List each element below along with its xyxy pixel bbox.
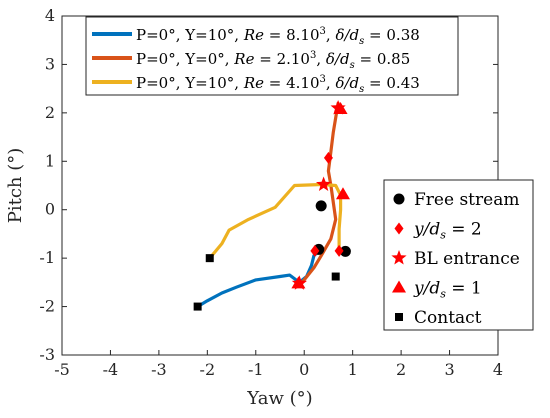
- legend-label-2: P=0°, Y=0°, Re = 2.103, δ/ds = 0.85: [136, 50, 410, 71]
- legend-marker-5: [395, 313, 403, 321]
- legend-label-3: P=0°, Y=10°, Re = 4.103, δ/ds = 0.43: [136, 74, 420, 95]
- legend-marker-label-1: Free stream: [414, 190, 519, 210]
- legend-label-1: P=0°, Y=10°, Re = 8.103, δ/ds = 0.38: [136, 26, 420, 47]
- x-tick-label: -5: [54, 360, 70, 379]
- y-ds-2-marker-3: [334, 244, 344, 257]
- marker-layer: [193, 100, 351, 311]
- legend-marker-3: [391, 250, 407, 265]
- legend-markers-box: [383, 179, 534, 331]
- x-axis-title: Yaw (°): [246, 388, 312, 409]
- y-ds-2-marker-2: [323, 151, 333, 164]
- x-tick-label: -3: [151, 360, 167, 379]
- y-ds-1-marker-3: [335, 187, 350, 200]
- free-stream-marker-3: [339, 245, 351, 257]
- legend-marker-4: [392, 280, 406, 293]
- x-tick-label: -1: [248, 360, 264, 379]
- legend-markers: Free stream y/ds = 2 BL entrance y/ds = 1 Co…: [383, 179, 534, 331]
- bl-entrance-marker-2: [330, 100, 346, 115]
- y-ds-2-marker-1: [310, 244, 320, 257]
- y-tick-label: -3: [39, 345, 55, 364]
- legend-marker-label-3: BL entrance: [414, 249, 520, 269]
- legend-series-box: [85, 16, 459, 96]
- legend-series: P=0°, Y=10°, Re = 8.103, δ/ds = 0.38 P=0°…: [85, 16, 459, 96]
- y-tick-label: -2: [39, 297, 55, 316]
- x-tick-label: 4: [493, 360, 503, 379]
- y-tick-label: 4: [45, 6, 55, 25]
- x-tick-label: -4: [103, 360, 119, 379]
- x-tick-label: 0: [299, 360, 309, 379]
- series-layer: [196, 101, 343, 309]
- contact-marker-1: [193, 302, 202, 311]
- legend-marker-1: [393, 193, 405, 205]
- legend-marker-label-2: y/ds = 2: [413, 220, 482, 242]
- y-tick-label: 2: [45, 103, 55, 122]
- y-tick-label: 1: [45, 151, 55, 170]
- x-tick-label: 3: [444, 360, 454, 379]
- bl-entrance-marker-1: [291, 275, 307, 290]
- series-line-1: [196, 249, 321, 309]
- x-tick-label: 2: [396, 360, 406, 379]
- series-line-3: [208, 182, 343, 260]
- y-tick-label: 0: [45, 200, 55, 219]
- x-tick-label: -2: [200, 360, 216, 379]
- x-tick-label: 1: [348, 360, 358, 379]
- y-tick-label: -1: [39, 248, 55, 267]
- legend-marker-label-4: y/ds = 1: [413, 279, 482, 301]
- contact-marker-2: [205, 254, 214, 263]
- bl-entrance-marker-3: [316, 176, 332, 191]
- free-stream-marker-1: [315, 200, 327, 212]
- y-tick-label: 3: [45, 54, 55, 73]
- legend-marker-label-5: Contact: [414, 308, 482, 328]
- legend-marker-2: [394, 222, 404, 235]
- y-axis-title: Pitch (°): [5, 148, 26, 224]
- contact-marker-3: [331, 272, 340, 281]
